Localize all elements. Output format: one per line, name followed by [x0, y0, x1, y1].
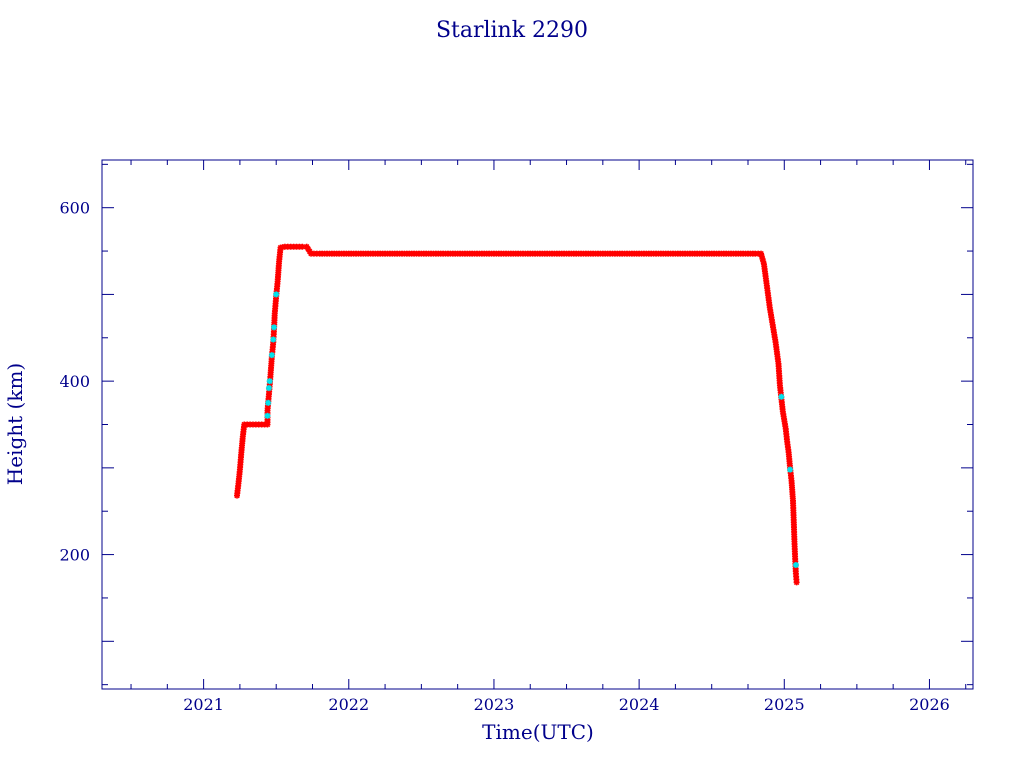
data-point — [266, 378, 273, 385]
plot-frame — [101, 159, 974, 690]
y-tick-label: 200 — [59, 546, 90, 565]
x-tick-label: 2022 — [328, 695, 369, 714]
data-point — [778, 393, 785, 400]
data-point — [273, 291, 280, 298]
data-point — [268, 352, 275, 359]
y-tick-label: 400 — [59, 372, 90, 391]
x-tick-label: 2025 — [764, 695, 805, 714]
data-point — [264, 412, 271, 419]
x-tick-label: 2021 — [183, 695, 224, 714]
chart-title: Starlink 2290 — [436, 18, 588, 43]
y-axis-label: Height (km) — [3, 363, 27, 485]
data-point — [793, 579, 800, 586]
axis-ticks: 2021 2022 2023 2024 2025 2026 200 400 600 — [59, 160, 973, 714]
data-point — [271, 324, 278, 331]
data-points — [234, 243, 800, 586]
data-point — [270, 336, 277, 343]
data-point — [792, 561, 799, 568]
x-tick-label: 2024 — [619, 695, 660, 714]
x-tick-label: 2026 — [909, 695, 950, 714]
data-point — [265, 399, 272, 406]
x-tick-label: 2023 — [474, 695, 515, 714]
x-axis-label: Time(UTC) — [482, 720, 594, 744]
y-tick-label: 600 — [59, 199, 90, 218]
data-point — [265, 385, 272, 392]
data-point — [787, 466, 794, 473]
